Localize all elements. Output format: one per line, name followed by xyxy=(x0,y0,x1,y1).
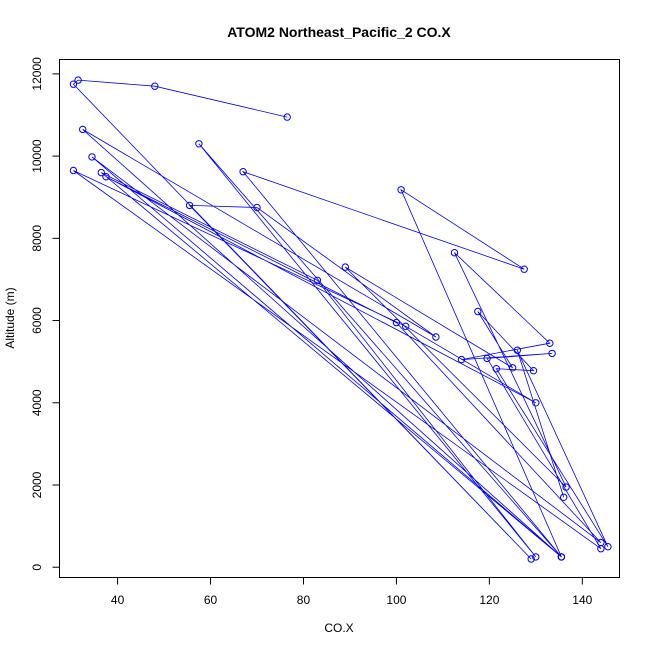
data-point xyxy=(185,201,194,210)
data-point xyxy=(253,203,261,212)
data-point xyxy=(392,318,401,327)
x-tick-label: 140 xyxy=(572,593,592,607)
series-line xyxy=(72,79,609,560)
y-tick-label: 4000 xyxy=(30,389,44,416)
data-points xyxy=(69,76,612,563)
data-point xyxy=(474,307,482,316)
data-point xyxy=(562,483,570,491)
x-tick-label: 120 xyxy=(479,593,499,607)
data-point xyxy=(492,365,500,373)
data-point xyxy=(195,140,203,148)
y-tick-label: 0 xyxy=(30,564,44,571)
y-axis-label: Altitude (m) xyxy=(3,287,17,348)
data-point xyxy=(546,339,554,347)
data-point xyxy=(432,333,440,341)
y-tick-label: 8000 xyxy=(30,225,44,252)
data-point xyxy=(402,322,410,330)
data-point xyxy=(520,265,528,273)
plot-frame xyxy=(59,59,620,578)
data-point xyxy=(341,263,349,271)
data-point xyxy=(74,76,82,84)
data-point xyxy=(283,113,291,121)
data-point xyxy=(313,276,322,284)
y-tick-label: 6000 xyxy=(30,307,44,334)
y-axis: 0 2000 4000 6000 8000 10000 12000 xyxy=(30,57,60,571)
chart-title: ATOM2 Northeast_Pacific_2 CO.X xyxy=(227,24,451,40)
data-point xyxy=(532,399,540,407)
data-point xyxy=(102,173,110,181)
data-point xyxy=(532,553,540,561)
data-point xyxy=(508,364,517,372)
data-point xyxy=(151,82,159,90)
data-point xyxy=(88,153,96,161)
x-tick-label: 80 xyxy=(297,593,311,607)
data-point xyxy=(79,125,87,134)
data-point xyxy=(97,168,106,177)
data-point xyxy=(69,80,78,88)
data-point xyxy=(527,555,535,563)
data-point xyxy=(483,354,491,363)
data-point xyxy=(457,355,466,364)
y-tick-label: 2000 xyxy=(30,471,44,498)
x-tick-label: 60 xyxy=(204,593,218,607)
x-tick-label: 40 xyxy=(111,593,125,607)
x-axis: 40 60 80 100 120 140 xyxy=(111,577,593,607)
data-point xyxy=(529,367,538,375)
x-axis-label: CO.X xyxy=(324,621,353,635)
data-point xyxy=(597,545,605,553)
data-point xyxy=(69,166,78,175)
y-tick-label: 10000 xyxy=(30,139,44,173)
data-point xyxy=(397,186,405,194)
data-point xyxy=(450,249,459,257)
data-point xyxy=(560,493,568,501)
data-point xyxy=(557,553,566,561)
data-point xyxy=(548,349,556,358)
data-point xyxy=(513,346,521,354)
y-tick-label: 12000 xyxy=(30,57,44,91)
data-point xyxy=(604,543,612,551)
data-point xyxy=(239,168,247,176)
x-tick-label: 100 xyxy=(386,593,406,607)
